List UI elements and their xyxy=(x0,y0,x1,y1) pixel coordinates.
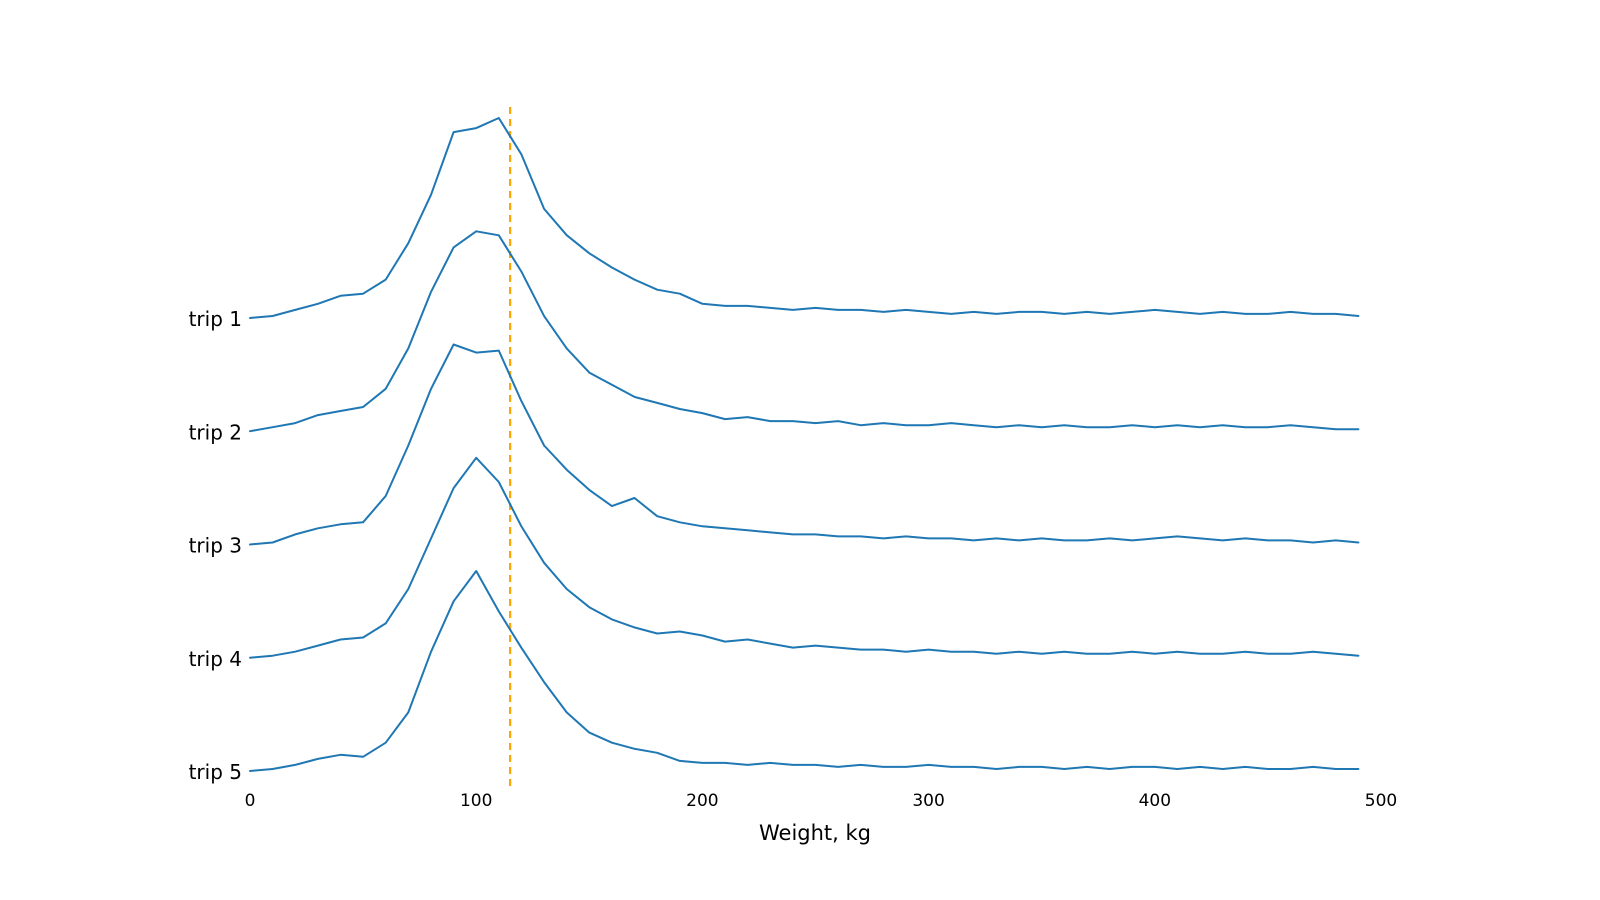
series-label-2: trip 2 xyxy=(189,420,242,444)
x-tick-label: 400 xyxy=(1139,791,1171,811)
series-curve-5 xyxy=(249,570,1360,772)
curves-layer xyxy=(249,117,1360,772)
series-curve-4 xyxy=(249,456,1360,659)
series-label-3: trip 3 xyxy=(189,534,242,558)
labels-layer: trip 1 trip 2 trip 3 trip 4 trip 50 100 200 300… xyxy=(189,307,1398,811)
series-curve-3 xyxy=(249,343,1360,546)
series-curve-1 xyxy=(249,117,1360,319)
series-label-4: trip 4 xyxy=(189,647,242,671)
series-curve-2 xyxy=(249,230,1360,433)
x-tick-label: 0 xyxy=(245,791,256,811)
x-tick-label: 500 xyxy=(1365,791,1397,811)
series-label-5: trip 5 xyxy=(189,760,242,784)
series-label-1: trip 1 xyxy=(189,307,242,331)
x-tick-label: 100 xyxy=(460,791,492,811)
x-axis-title: Weight, kg xyxy=(759,821,871,845)
x-tick-label: 200 xyxy=(686,791,718,811)
x-tick-label: 300 xyxy=(912,791,944,811)
